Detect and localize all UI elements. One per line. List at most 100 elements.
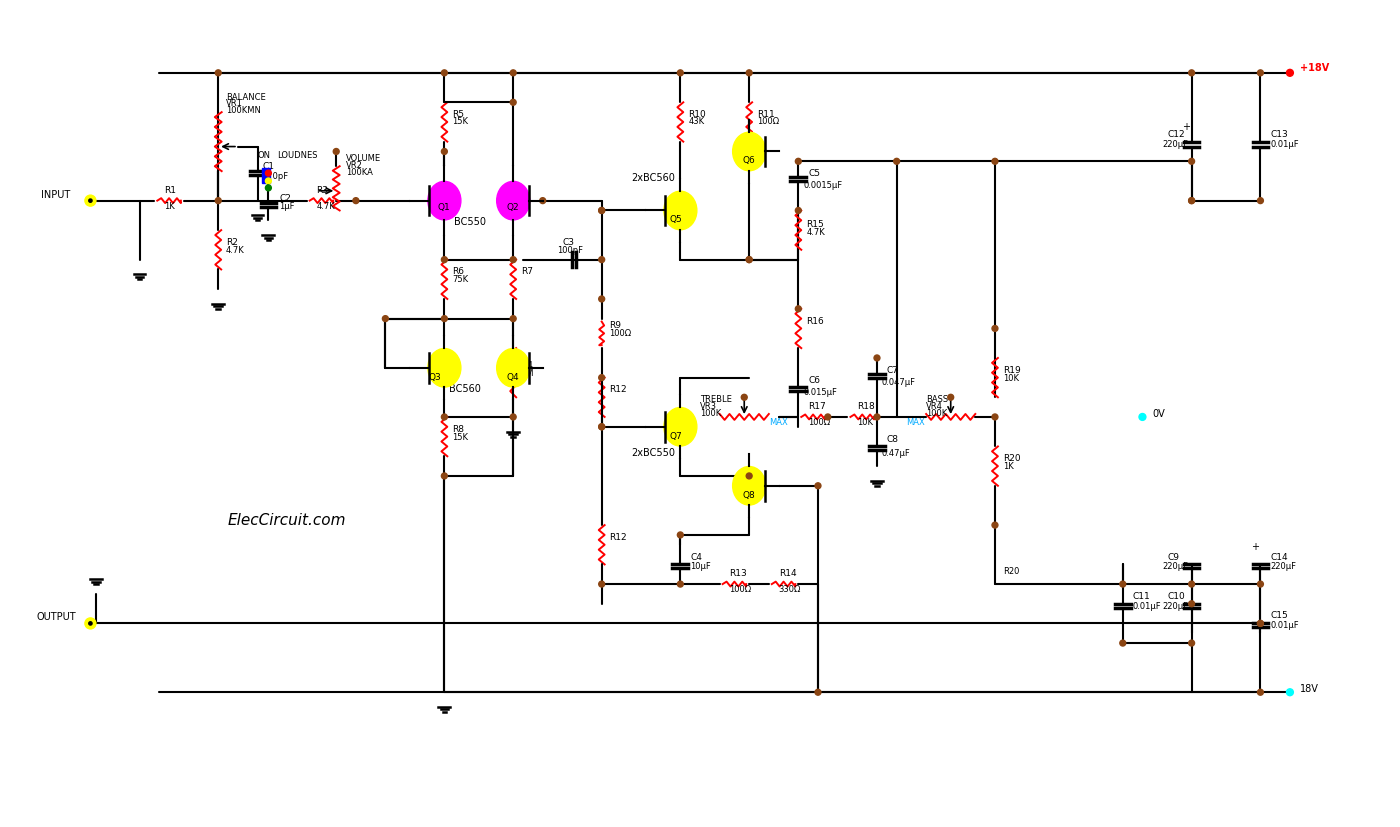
Text: C1: C1 <box>262 162 274 171</box>
Text: 0.01μF: 0.01μF <box>1270 621 1299 630</box>
Circle shape <box>441 256 448 263</box>
Text: 1M: 1M <box>521 369 533 378</box>
Circle shape <box>333 149 339 155</box>
Circle shape <box>993 414 998 420</box>
Ellipse shape <box>732 466 766 505</box>
Circle shape <box>795 208 801 213</box>
Text: C12: C12 <box>1168 130 1184 139</box>
Text: 220μF: 220μF <box>1162 562 1189 571</box>
Text: Q7: Q7 <box>669 432 682 441</box>
Text: 0V: 0V <box>1152 409 1165 419</box>
Circle shape <box>1257 620 1263 626</box>
Circle shape <box>353 198 358 203</box>
Circle shape <box>1257 689 1263 696</box>
Text: Q2: Q2 <box>507 203 519 213</box>
Circle shape <box>746 256 752 263</box>
Text: R2: R2 <box>225 238 238 247</box>
Text: 100K: 100K <box>927 409 948 418</box>
Circle shape <box>1287 69 1294 76</box>
Circle shape <box>510 414 517 420</box>
Circle shape <box>993 326 998 332</box>
Text: R18: R18 <box>857 402 875 411</box>
Text: C8: C8 <box>886 434 899 443</box>
Text: C9: C9 <box>1168 552 1179 562</box>
Circle shape <box>1120 640 1126 646</box>
Circle shape <box>746 69 752 76</box>
Circle shape <box>88 622 92 625</box>
Text: R20: R20 <box>1002 567 1019 576</box>
Text: +18V: +18V <box>1299 63 1329 73</box>
Circle shape <box>599 208 605 213</box>
Text: INPUT: INPUT <box>42 189 70 199</box>
Ellipse shape <box>497 348 529 387</box>
Text: BASS: BASS <box>927 395 948 404</box>
Text: 4.7K: 4.7K <box>806 228 825 237</box>
Text: +: + <box>1182 122 1190 131</box>
Circle shape <box>746 256 752 263</box>
Circle shape <box>993 522 998 528</box>
Text: C4: C4 <box>690 552 701 562</box>
Text: R3: R3 <box>316 186 329 195</box>
Circle shape <box>1189 640 1194 646</box>
Bar <box>262 168 270 183</box>
Text: BC560: BC560 <box>449 385 482 394</box>
Text: VR4: VR4 <box>927 402 944 411</box>
Text: 43K: 43K <box>689 117 704 126</box>
Text: 0.01μF: 0.01μF <box>1270 140 1299 149</box>
Text: 18V: 18V <box>1299 684 1319 694</box>
Text: TREBLE: TREBLE <box>700 395 732 404</box>
Circle shape <box>874 355 881 361</box>
Text: BC550: BC550 <box>454 218 486 227</box>
Ellipse shape <box>664 408 697 446</box>
Circle shape <box>1257 581 1263 587</box>
Text: 0.0015μF: 0.0015μF <box>804 181 843 190</box>
Circle shape <box>741 394 748 400</box>
Text: VR3: VR3 <box>700 402 717 411</box>
Text: R12: R12 <box>609 385 627 394</box>
Circle shape <box>815 483 820 489</box>
Circle shape <box>599 581 605 587</box>
Text: 470pF: 470pF <box>262 172 288 181</box>
Circle shape <box>815 689 820 696</box>
Circle shape <box>510 69 517 76</box>
Circle shape <box>746 473 752 479</box>
Text: R13: R13 <box>729 569 748 578</box>
Circle shape <box>678 581 683 587</box>
Text: OUTPUT: OUTPUT <box>36 613 76 623</box>
Circle shape <box>678 532 683 538</box>
Circle shape <box>993 158 998 165</box>
Circle shape <box>1140 414 1145 420</box>
Text: R7: R7 <box>521 267 533 276</box>
Text: BALANCE: BALANCE <box>225 93 266 103</box>
Text: Q1: Q1 <box>438 203 451 213</box>
Circle shape <box>599 208 605 213</box>
Circle shape <box>825 414 830 420</box>
Text: 15K: 15K <box>452 117 468 126</box>
Text: C15: C15 <box>1270 611 1288 620</box>
Circle shape <box>893 158 900 165</box>
Text: R20: R20 <box>1002 454 1021 463</box>
Circle shape <box>1257 620 1263 626</box>
Text: C3: C3 <box>563 238 574 247</box>
Text: 10K: 10K <box>1002 374 1019 383</box>
Circle shape <box>599 256 605 263</box>
Text: 100K: 100K <box>700 409 721 418</box>
Text: 10μF: 10μF <box>690 562 711 571</box>
Circle shape <box>510 99 517 105</box>
Ellipse shape <box>497 181 529 220</box>
Text: Q3: Q3 <box>428 373 441 381</box>
Circle shape <box>948 394 953 400</box>
Circle shape <box>441 414 448 420</box>
Circle shape <box>441 69 448 76</box>
Circle shape <box>1257 198 1263 203</box>
Circle shape <box>510 316 517 322</box>
Circle shape <box>1287 689 1294 696</box>
Text: MAX: MAX <box>769 418 788 427</box>
Text: 0.015μF: 0.015μF <box>804 389 837 397</box>
Circle shape <box>1189 581 1194 587</box>
Text: R1: R1 <box>164 186 176 195</box>
Text: R19: R19 <box>1002 366 1021 375</box>
Text: C2: C2 <box>279 194 291 203</box>
Text: R4: R4 <box>521 361 533 370</box>
Circle shape <box>678 69 683 76</box>
